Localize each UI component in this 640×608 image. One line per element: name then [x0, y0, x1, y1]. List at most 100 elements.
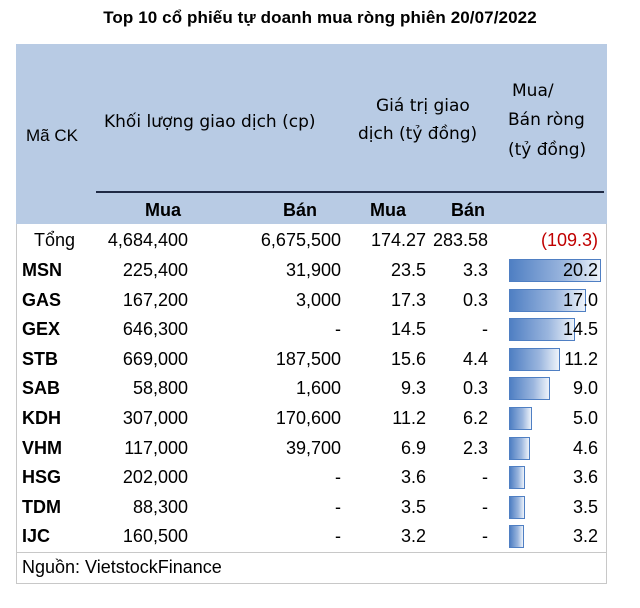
- total-net: (109.3): [540, 230, 598, 250]
- row-vol-sell: -: [335, 526, 341, 547]
- row-val-buy: 23.5: [390, 260, 426, 280]
- header-net-line2: Bán ròng: [508, 110, 585, 130]
- row-vol-buy: 646,300: [122, 319, 188, 340]
- net-bar: [509, 347, 560, 371]
- row-net: 3.6: [572, 467, 598, 488]
- row-val-sell: -: [482, 467, 488, 488]
- row-net: 4.6: [572, 437, 598, 458]
- total-vol-buy: 4,684,400: [107, 230, 188, 250]
- table-row: VHM 117,000 39,700 6.9 2.3 4.6: [16, 434, 607, 463]
- net-bar: [509, 525, 524, 549]
- row-net: 3.5: [572, 496, 598, 517]
- row-code: GAS: [22, 289, 62, 310]
- net-bar: [509, 288, 586, 312]
- row-code: SAB: [22, 378, 61, 399]
- row-net: 11.2: [564, 348, 598, 369]
- row-code: MSN: [22, 260, 62, 280]
- net-bar: [509, 495, 525, 519]
- row-val-buy: 3.6: [400, 467, 426, 488]
- row-vol-buy: 117,000: [124, 437, 188, 458]
- row-val-sell: 2.3: [462, 437, 488, 458]
- row-net: 20.2: [562, 260, 598, 280]
- row-vol-sell: 31,900: [285, 260, 341, 280]
- row-vol-buy: 167,200: [122, 289, 188, 310]
- row-net: 9.0: [572, 378, 598, 399]
- table-row: SAB 58,800 1,600 9.3 0.3 9.0: [16, 374, 607, 403]
- table-row: TDM 88,300 - 3.5 - 3.5: [16, 493, 607, 522]
- row-vol-sell: 1,600: [295, 378, 341, 399]
- row-val-buy: 6.9: [400, 437, 426, 458]
- row-val-buy: 11.2: [392, 408, 426, 428]
- row-vol-sell: 3,000: [295, 289, 341, 310]
- row-vol-buy: 669,000: [122, 348, 188, 369]
- row-val-sell: 6.2: [462, 408, 488, 428]
- row-vol-sell: -: [335, 319, 341, 340]
- row-val-buy: 9.3: [400, 378, 426, 399]
- subheader-vol-sell: Bán: [282, 200, 317, 220]
- net-bar: [509, 436, 530, 460]
- net-bar: [509, 318, 575, 342]
- total-val-buy: 174.27: [370, 230, 426, 250]
- row-vol-sell: -: [335, 496, 341, 517]
- source-note: Nguồn: VietstockFinance: [22, 557, 222, 577]
- table-row: GAS 167,200 3,000 17.3 0.3 17.0: [16, 286, 607, 315]
- row-val-sell: 4.4: [462, 348, 488, 369]
- header-value-line2: dịch (tỷ đồng): [358, 124, 478, 144]
- row-val-buy: 17.3: [390, 289, 426, 310]
- total-vol-sell: 6,675,500: [260, 230, 341, 250]
- net-bar: [509, 377, 550, 401]
- header-net-line1: Mua/: [512, 81, 554, 101]
- row-val-buy: 3.5: [400, 496, 426, 517]
- header-volume: Khối lượng giao dịch (cp): [104, 112, 316, 132]
- header-code: Mã CK: [26, 126, 78, 145]
- row-net: 5.0: [572, 408, 598, 428]
- row-vol-sell: 170,600: [275, 408, 341, 428]
- row-code: GEX: [22, 319, 61, 340]
- row-val-sell: 0.3: [462, 289, 488, 310]
- row-code: IJC: [22, 526, 51, 547]
- net-bar: [509, 259, 601, 282]
- row-code: HSG: [22, 467, 62, 488]
- table-header: [16, 44, 607, 224]
- row-net: 14.5: [562, 319, 598, 340]
- header-value-line1: Giá trị giao: [376, 96, 470, 116]
- total-label: Tổng: [34, 230, 76, 250]
- row-val-sell: 0.3: [462, 378, 488, 399]
- row-code: TDM: [22, 496, 61, 517]
- row-vol-buy: 307,000: [122, 408, 188, 428]
- row-vol-buy: 202,000: [122, 467, 188, 488]
- total-val-sell: 283.58: [432, 230, 488, 250]
- row-net: 3.2: [572, 526, 598, 547]
- row-val-sell: -: [482, 496, 488, 517]
- row-code: KDH: [22, 408, 61, 428]
- row-val-buy: 3.2: [400, 526, 426, 547]
- row-vol-buy: 160,500: [122, 526, 188, 547]
- table-row: KDH 307,000 170,600 11.2 6.2 5.0: [16, 404, 607, 433]
- row-val-buy: 15.6: [390, 348, 426, 369]
- subheader-vol-buy: Mua: [145, 200, 181, 220]
- subheader-val-buy: Mua: [370, 200, 406, 220]
- net-bar: [509, 407, 532, 430]
- table-row: MSN 225,400 31,900 23.5 3.3 20.2: [16, 256, 607, 285]
- table-row: HSG 202,000 - 3.6 - 3.6: [16, 463, 607, 492]
- net-bar: [509, 466, 525, 490]
- total-row: Tổng 4,684,400 6,675,500 174.27 283.58 (…: [16, 226, 607, 255]
- row-vol-sell: -: [335, 467, 341, 488]
- page-title: Top 10 cổ phiếu tự doanh mua ròng phiên …: [103, 8, 537, 27]
- row-vol-buy: 88,300: [132, 496, 188, 517]
- row-vol-sell: 39,700: [285, 437, 341, 458]
- row-val-sell: 3.3: [462, 260, 488, 280]
- row-code: STB: [22, 348, 58, 369]
- table-row: GEX 646,300 - 14.5 - 14.5: [16, 315, 607, 344]
- row-val-sell: -: [482, 526, 488, 547]
- table-row: IJC 160,500 - 3.2 - 3.2: [16, 522, 607, 551]
- row-vol-sell: 187,500: [275, 348, 341, 369]
- row-code: VHM: [22, 437, 62, 458]
- row-val-sell: -: [482, 319, 488, 340]
- row-vol-buy: 225,400: [122, 260, 188, 280]
- header-rule: [96, 191, 604, 193]
- table-row: STB 669,000 187,500 15.6 4.4 11.2: [16, 345, 607, 374]
- header-net-line3: (tỷ đồng): [508, 140, 587, 160]
- row-val-buy: 14.5: [390, 319, 426, 340]
- source-divider: [16, 552, 607, 553]
